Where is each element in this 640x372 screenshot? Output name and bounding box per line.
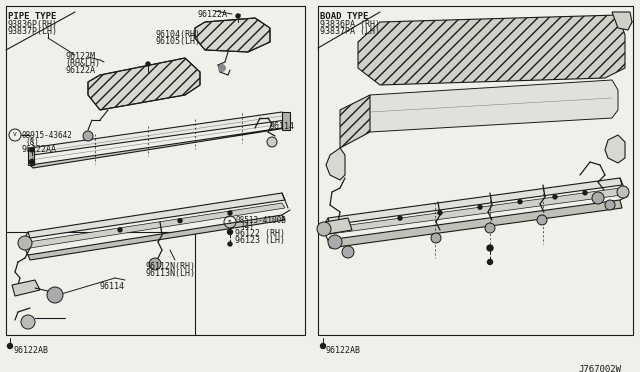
Circle shape <box>342 246 354 258</box>
Circle shape <box>8 343 13 349</box>
Text: 96114: 96114 <box>270 122 295 131</box>
Circle shape <box>228 211 232 215</box>
Circle shape <box>30 148 34 152</box>
Circle shape <box>18 236 32 250</box>
Circle shape <box>47 287 63 303</box>
Polygon shape <box>326 148 345 180</box>
Circle shape <box>178 219 182 223</box>
Text: 93836P(RH): 93836P(RH) <box>8 20 58 29</box>
Text: V: V <box>13 132 17 138</box>
Text: 08513-4100B: 08513-4100B <box>235 216 286 225</box>
Polygon shape <box>88 58 200 110</box>
Text: 96122AB: 96122AB <box>326 346 361 355</box>
Circle shape <box>227 230 232 234</box>
Text: 96122A: 96122A <box>65 66 95 75</box>
Text: (RH&LH): (RH&LH) <box>65 59 100 68</box>
Circle shape <box>617 186 629 198</box>
Circle shape <box>518 200 522 204</box>
Polygon shape <box>28 203 285 248</box>
Circle shape <box>228 242 232 246</box>
Circle shape <box>553 195 557 199</box>
Text: 96104(RH): 96104(RH) <box>155 30 200 39</box>
Polygon shape <box>340 95 370 148</box>
Text: BOAD TYPE: BOAD TYPE <box>320 12 369 21</box>
Circle shape <box>218 64 226 72</box>
Text: 96114: 96114 <box>100 282 125 291</box>
Text: 96112N(RH): 96112N(RH) <box>145 262 195 271</box>
Text: 96113N(LH): 96113N(LH) <box>145 269 195 278</box>
Circle shape <box>478 205 482 209</box>
Circle shape <box>146 62 150 66</box>
Circle shape <box>431 233 441 243</box>
Polygon shape <box>605 135 625 163</box>
Circle shape <box>29 160 35 164</box>
Polygon shape <box>282 112 290 130</box>
Circle shape <box>236 14 240 18</box>
Polygon shape <box>30 112 286 155</box>
Circle shape <box>149 258 161 270</box>
Text: 96122 (RH): 96122 (RH) <box>235 229 285 238</box>
Text: (4): (4) <box>240 222 254 231</box>
Text: 96105(LH): 96105(LH) <box>155 37 200 46</box>
Polygon shape <box>28 148 34 165</box>
Circle shape <box>328 235 342 249</box>
Text: 93836PA (RH): 93836PA (RH) <box>320 20 380 29</box>
Text: PIPE TYPE: PIPE TYPE <box>8 12 56 21</box>
Circle shape <box>118 228 122 232</box>
Polygon shape <box>328 188 622 234</box>
Circle shape <box>267 137 277 147</box>
Polygon shape <box>325 218 352 234</box>
Text: 96122M: 96122M <box>65 52 95 61</box>
Text: 93837P(LH): 93837P(LH) <box>8 27 58 36</box>
Polygon shape <box>12 280 40 296</box>
Circle shape <box>317 222 331 236</box>
Polygon shape <box>30 128 286 168</box>
Text: 96122A: 96122A <box>197 10 227 19</box>
Polygon shape <box>358 80 618 132</box>
Circle shape <box>485 223 495 233</box>
Circle shape <box>21 315 35 329</box>
Text: 08915-43642: 08915-43642 <box>21 131 72 140</box>
Polygon shape <box>28 193 285 238</box>
Text: J767002W: J767002W <box>578 365 621 372</box>
Circle shape <box>487 245 493 251</box>
Polygon shape <box>28 215 285 260</box>
Text: (8): (8) <box>25 138 39 147</box>
Polygon shape <box>195 18 270 52</box>
Text: 93837PA (LH): 93837PA (LH) <box>320 27 380 36</box>
Polygon shape <box>358 15 625 85</box>
Circle shape <box>321 343 326 349</box>
Text: 96122AA: 96122AA <box>21 145 56 154</box>
Circle shape <box>605 200 615 210</box>
Polygon shape <box>612 12 632 30</box>
Text: 96122AB: 96122AB <box>13 346 48 355</box>
Circle shape <box>583 191 587 195</box>
Circle shape <box>592 192 604 204</box>
Circle shape <box>438 211 442 215</box>
Text: 96123 (LH): 96123 (LH) <box>235 236 285 245</box>
Circle shape <box>537 215 547 225</box>
Circle shape <box>83 131 93 141</box>
Circle shape <box>488 260 493 264</box>
Circle shape <box>398 216 402 220</box>
Polygon shape <box>328 200 622 248</box>
Text: S: S <box>228 219 232 224</box>
Polygon shape <box>328 178 622 225</box>
